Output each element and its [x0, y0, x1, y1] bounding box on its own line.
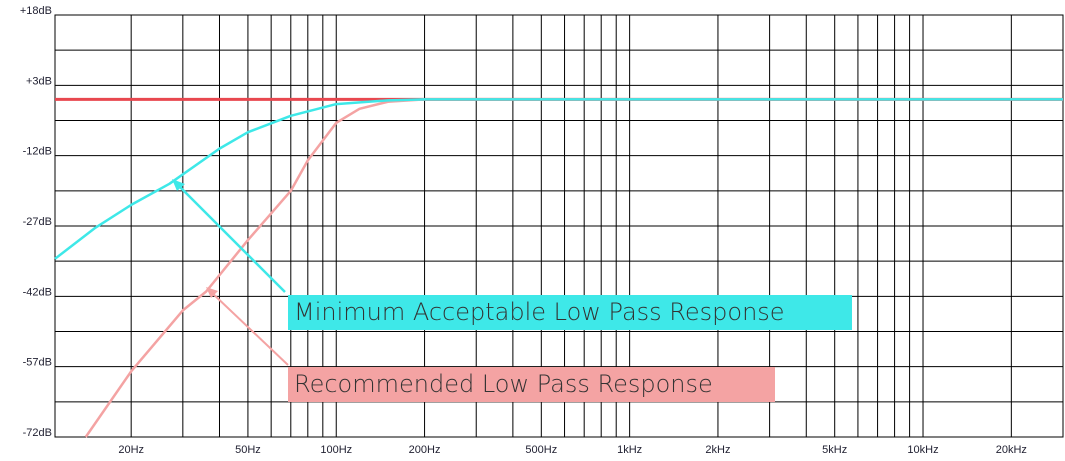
- x-tick-label: 500Hz: [525, 444, 557, 456]
- x-tick-label: 20Hz: [118, 444, 144, 456]
- y-tick-label: +3dB: [26, 75, 52, 87]
- x-tick-label: 100Hz: [320, 444, 352, 456]
- grid: [55, 14, 1063, 438]
- y-tick-label: -27dB: [23, 216, 52, 228]
- annotation-box: [288, 367, 775, 402]
- annotation-arrow: [209, 290, 289, 366]
- y-tick-label: -57dB: [23, 357, 52, 369]
- x-tick-label: 200Hz: [409, 444, 441, 456]
- annotations: Minimum Acceptable Low Pass Response Rec…: [172, 179, 852, 402]
- x-tick-label: 2kHz: [705, 444, 730, 456]
- x-tick-label: 50Hz: [235, 444, 261, 456]
- annotation-text: Minimum Acceptable Low Pass Response: [294, 298, 785, 326]
- x-tick-label: 10kHz: [907, 444, 938, 456]
- x-tick-label: 1kHz: [617, 444, 642, 456]
- x-tick-label: 5kHz: [822, 444, 847, 456]
- arrow-head: [172, 179, 185, 191]
- y-tick-label: -42dB: [23, 286, 52, 298]
- annotation-text: Recommended Low Pass Response: [294, 370, 713, 398]
- y-tick-label: +18dB: [20, 5, 52, 17]
- y-tick-label: -72dB: [23, 427, 52, 439]
- response-line: [54, 98, 1063, 260]
- y-tick-label: -12dB: [23, 146, 52, 158]
- lines: [54, 97, 1063, 438]
- annotation-box: [288, 295, 852, 330]
- arrow-head: [206, 287, 218, 298]
- annotation-arrow: [175, 182, 286, 293]
- x-tick-label: 20kHz: [996, 444, 1027, 456]
